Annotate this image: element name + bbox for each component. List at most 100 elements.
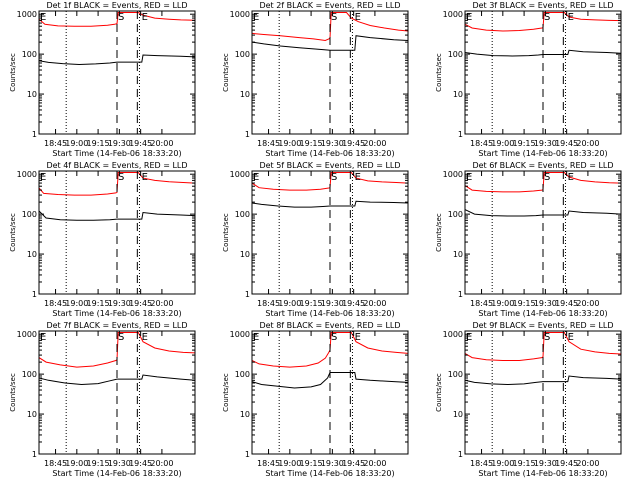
x-tick-label: 19:30: [534, 459, 557, 468]
y-axis-label: Counts/sec: [435, 213, 443, 252]
chart-title: Det 2f BLACK = Events, RED = LLD: [259, 1, 400, 10]
chart-title: Det 3f BLACK = Events, RED = LLD: [472, 1, 613, 10]
events-series-line: [252, 35, 408, 51]
lld-series-line: [252, 12, 408, 42]
x-tick-label: 20:00: [363, 139, 386, 148]
x-tick-label: 19:45: [555, 139, 578, 148]
y-tick-label: 1: [245, 450, 250, 459]
x-tick-label: 20:00: [150, 459, 173, 468]
x-tick-label: 18:45: [257, 139, 280, 148]
x-tick-label: 19:15: [513, 139, 536, 148]
y-tick-label: 1000: [443, 10, 463, 19]
chart-title: Det 6f BLACK = Events, RED = LLD: [472, 161, 613, 170]
event-label: S: [544, 12, 550, 23]
y-tick-label: 100: [448, 210, 463, 219]
event-label: E: [568, 172, 574, 183]
lld-series-line: [465, 12, 621, 32]
event-label: E: [355, 332, 361, 343]
x-tick-label: 19:15: [513, 299, 536, 308]
y-tick-label: 100: [235, 50, 250, 59]
x-tick-label: 19:45: [555, 299, 578, 308]
y-tick-label: 1: [458, 130, 463, 139]
y-tick-label: 1: [458, 290, 463, 299]
x-axis-label: Start Time (14-Feb-06 18:33:20): [265, 309, 394, 318]
events-series-line: [252, 200, 408, 208]
lld-series-line: [252, 172, 408, 191]
event-label: S: [544, 332, 550, 343]
x-tick-label: 19:45: [342, 459, 365, 468]
event-label: S: [118, 332, 124, 343]
y-tick-label: 10: [240, 250, 250, 259]
x-tick-label: 19:30: [321, 139, 344, 148]
lld-series-line: [465, 332, 621, 361]
plot-frame: [251, 330, 409, 455]
y-tick-label: 10: [27, 90, 37, 99]
x-tick-label: 19:15: [300, 299, 323, 308]
x-tick-label: 19:30: [534, 299, 557, 308]
chart-title: Det 5f BLACK = Events, RED = LLD: [259, 161, 400, 170]
x-tick-label: 19:00: [65, 299, 88, 308]
x-tick-label: 20:00: [363, 299, 386, 308]
x-tick-label: 20:00: [363, 459, 386, 468]
x-tick-label: 18:45: [470, 299, 493, 308]
y-tick-label: 100: [235, 370, 250, 379]
chart-title: Det 7f BLACK = Events, RED = LLD: [46, 321, 187, 330]
x-tick-label: 18:45: [470, 459, 493, 468]
y-axis-label: Counts/sec: [222, 53, 230, 92]
y-tick-label: 100: [22, 50, 37, 59]
y-tick-label: 1000: [230, 10, 250, 19]
plot-frame: [38, 170, 196, 295]
y-tick-label: 10: [453, 90, 463, 99]
y-axis-label: Counts/sec: [435, 373, 443, 412]
chart-title: Det 4f BLACK = Events, RED = LLD: [46, 161, 187, 170]
chart-title: Det 9f BLACK = Events, RED = LLD: [472, 321, 613, 330]
x-tick-label: 19:45: [129, 459, 152, 468]
x-axis-label: Start Time (14-Feb-06 18:33:20): [52, 469, 181, 478]
y-axis-label: Counts/sec: [9, 373, 17, 412]
x-tick-label: 18:45: [44, 299, 67, 308]
plot-frame: [464, 10, 622, 135]
event-label: E: [40, 172, 46, 183]
y-tick-label: 10: [27, 410, 37, 419]
x-tick-label: 19:30: [321, 459, 344, 468]
y-tick-label: 1: [32, 130, 37, 139]
chart-title: Det 1f BLACK = Events, RED = LLD: [46, 1, 187, 10]
y-tick-label: 1: [458, 450, 463, 459]
x-tick-label: 19:30: [108, 459, 131, 468]
x-axis-label: Start Time (14-Feb-06 18:33:20): [52, 309, 181, 318]
y-axis-label: Counts/sec: [222, 213, 230, 252]
event-label: E: [568, 332, 574, 343]
y-tick-label: 1: [32, 290, 37, 299]
x-tick-label: 19:30: [108, 299, 131, 308]
event-label: E: [142, 12, 148, 23]
y-tick-label: 1000: [17, 170, 37, 179]
lld-series-line: [465, 172, 621, 193]
y-tick-label: 10: [453, 250, 463, 259]
x-tick-label: 18:45: [470, 139, 493, 148]
y-tick-label: 1000: [17, 330, 37, 339]
y-tick-label: 10: [240, 410, 250, 419]
event-label: S: [544, 172, 550, 183]
x-tick-label: 20:00: [576, 139, 599, 148]
events-series-line: [39, 54, 195, 66]
x-tick-label: 18:45: [44, 459, 67, 468]
x-axis-label: Start Time (14-Feb-06 18:33:20): [478, 309, 607, 318]
lld-series-line: [252, 332, 408, 368]
y-tick-label: 10: [27, 250, 37, 259]
event-label: S: [331, 12, 337, 23]
y-tick-label: 10: [453, 410, 463, 419]
y-tick-label: 1000: [17, 10, 37, 19]
lld-series-line: [39, 332, 195, 368]
event-label: E: [142, 172, 148, 183]
x-tick-label: 19:30: [534, 139, 557, 148]
x-tick-label: 20:00: [150, 139, 173, 148]
x-axis-label: Start Time (14-Feb-06 18:33:20): [478, 469, 607, 478]
y-tick-label: 10: [240, 90, 250, 99]
